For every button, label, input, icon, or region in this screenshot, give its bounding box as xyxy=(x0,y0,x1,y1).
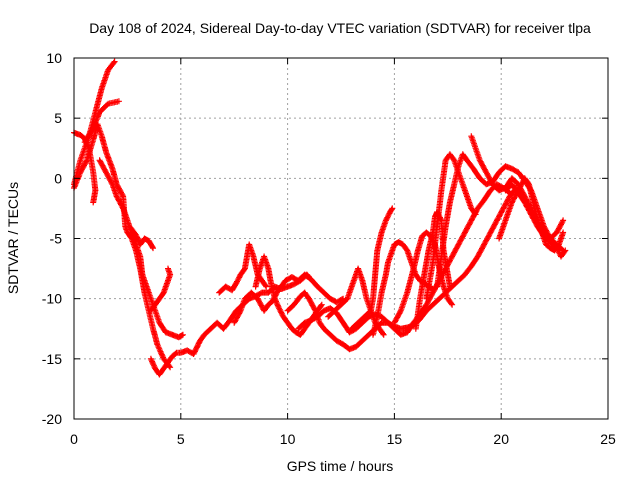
plus-markers xyxy=(502,181,569,260)
series-t8 xyxy=(147,265,174,314)
series-t12 xyxy=(284,185,520,353)
y-tick-label: 0 xyxy=(54,170,62,186)
plus-markers xyxy=(434,151,567,290)
plus-markers xyxy=(284,185,520,353)
series-t23 xyxy=(502,181,569,260)
y-tick-label: -20 xyxy=(42,411,62,427)
data-points xyxy=(71,58,569,378)
y-tick-label: 10 xyxy=(46,50,62,66)
plus-markers xyxy=(147,271,312,378)
grid xyxy=(74,58,608,419)
x-tick-label: 5 xyxy=(177,431,185,447)
x-axis-label: GPS time / hours xyxy=(287,458,394,474)
y-tick-label: -15 xyxy=(42,351,62,367)
series-t15 xyxy=(348,205,396,332)
x-tick-label: 20 xyxy=(493,431,509,447)
axis-ticks: 0 5 10 15 20 25 -20 -15 -10 -5 0 5 10 xyxy=(42,50,616,447)
plus-markers xyxy=(96,157,186,341)
series-t4 xyxy=(71,121,174,371)
series-t7 xyxy=(147,271,312,378)
plus-markers xyxy=(348,205,396,332)
y-tick-label: 5 xyxy=(54,110,62,126)
series-t20 xyxy=(434,151,567,290)
y-tick-label: -10 xyxy=(42,291,62,307)
x-tick-label: 10 xyxy=(280,431,296,447)
x-tick-label: 25 xyxy=(600,431,616,447)
plus-markers xyxy=(71,121,174,371)
series-t6 xyxy=(126,223,156,252)
plus-markers xyxy=(252,253,325,338)
y-axis-label: SDTVAR / TECUs xyxy=(5,182,21,294)
y-tick-label: -5 xyxy=(50,231,63,247)
series-t5 xyxy=(96,157,186,341)
x-tick-label: 0 xyxy=(70,431,78,447)
chart-title: Day 108 of 2024, Sidereal Day-to-day VTE… xyxy=(89,20,591,36)
plus-markers xyxy=(147,265,174,314)
plus-markers xyxy=(126,223,156,252)
series-t11 xyxy=(252,253,325,338)
x-tick-label: 15 xyxy=(387,431,403,447)
